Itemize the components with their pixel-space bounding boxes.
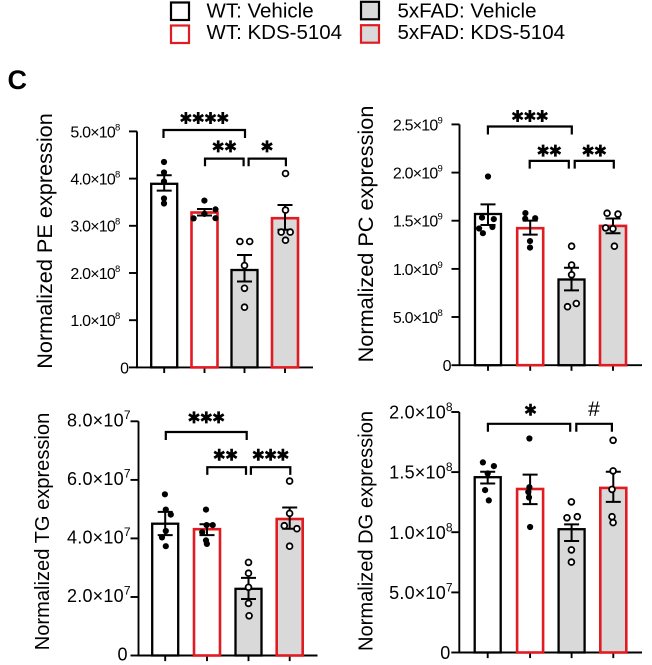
svg-text:6.0×107: 6.0×107	[67, 466, 131, 489]
svg-text:4.0×107: 4.0×107	[67, 525, 131, 548]
svg-text:2.0×108: 2.0×108	[70, 264, 120, 283]
svg-text:0: 0	[117, 645, 127, 665]
svg-text:WT: KDS-5104: WT: KDS-5104	[207, 21, 343, 44]
svg-text:1.5×109: 1.5×109	[393, 212, 443, 231]
svg-text:1.0×109: 1.0×109	[393, 260, 443, 279]
svg-text:4.0×108: 4.0×108	[70, 170, 120, 189]
svg-text:0: 0	[443, 358, 452, 375]
svg-text:1.0×108: 1.0×108	[70, 311, 120, 330]
svg-text:Normalized PC expression: Normalized PC expression	[353, 106, 378, 363]
svg-text:Normalized PE expression: Normalized PE expression	[32, 113, 57, 369]
svg-text:1.5×108: 1.5×108	[389, 460, 453, 483]
svg-text:5.0×108: 5.0×108	[70, 122, 120, 141]
svg-text:Normalized DG expression: Normalized DG expression	[356, 411, 378, 651]
svg-text:WT: Vehicle: WT: Vehicle	[207, 0, 314, 22]
svg-text:8.0×107: 8.0×107	[67, 408, 131, 431]
svg-text:2.0×107: 2.0×107	[67, 584, 131, 607]
svg-text:2.5×109: 2.5×109	[393, 115, 443, 134]
svg-text:5.0×107: 5.0×107	[389, 580, 453, 603]
svg-text:2.0×109: 2.0×109	[393, 164, 443, 183]
svg-text:3.0×108: 3.0×108	[70, 217, 120, 236]
svg-text:C: C	[8, 65, 28, 95]
svg-text:5xFAD: KDS-5104: 5xFAD: KDS-5104	[398, 21, 566, 44]
svg-text:0: 0	[120, 360, 129, 377]
svg-text:5xFAD: Vehicle: 5xFAD: Vehicle	[398, 0, 537, 22]
svg-text:Normalized TG expression: Normalized TG expression	[32, 413, 54, 651]
svg-text:0: 0	[440, 643, 450, 663]
svg-text:1.0×108: 1.0×108	[389, 520, 453, 543]
svg-text:#: #	[588, 398, 600, 421]
svg-text:5.0×108: 5.0×108	[393, 308, 443, 327]
svg-text:2.0×108: 2.0×108	[389, 400, 453, 423]
